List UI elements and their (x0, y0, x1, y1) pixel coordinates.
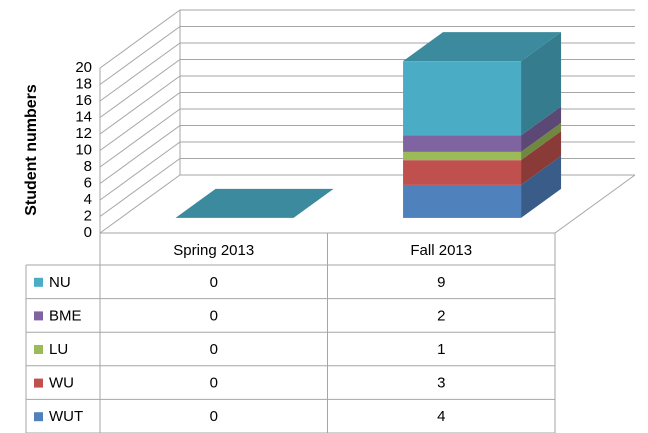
legend-label: BME (49, 307, 82, 324)
table-value: 0 (210, 307, 218, 324)
bar-segment (403, 184, 522, 218)
bar-side (521, 32, 562, 136)
legend-label: WUT (49, 408, 83, 425)
bar-side (521, 131, 562, 185)
y-tick-label: 8 (84, 158, 92, 175)
bar-segment (403, 160, 522, 185)
y-tick-label: 10 (75, 141, 92, 158)
bar-side (521, 122, 562, 161)
legend-swatch (34, 345, 43, 354)
legend-swatch (34, 378, 43, 388)
bar-top (175, 188, 334, 218)
bar-segment (403, 151, 522, 161)
y-tick-label: 12 (75, 125, 92, 142)
y-tick-label: 4 (84, 191, 92, 208)
legend-swatch (34, 277, 43, 287)
y-tick-label: 14 (75, 108, 92, 125)
table-value: 0 (210, 274, 218, 291)
bar-side (521, 155, 562, 218)
table-value: 3 (437, 375, 445, 392)
grid-line (99, 26, 635, 85)
legend-swatch (34, 412, 43, 422)
bar-segment (403, 61, 522, 136)
bar-top (403, 32, 562, 62)
bar-side (521, 106, 562, 152)
column-header: Fall 2013 (410, 242, 472, 259)
y-tick-label: 2 (84, 207, 92, 224)
legend-label: WU (49, 375, 74, 392)
legend-label: NU (49, 274, 71, 291)
legend-label: LU (49, 341, 68, 358)
column-header: Spring 2013 (173, 242, 254, 259)
table-value: 4 (437, 408, 445, 425)
grid-line (99, 9, 635, 69)
table-value: 1 (437, 341, 445, 358)
table-value: 0 (210, 408, 218, 425)
y-tick-label: 0 (84, 224, 92, 241)
y-tick-label: 6 (84, 174, 92, 191)
table-value: 2 (437, 307, 445, 324)
y-tick-label: 20 (75, 59, 92, 76)
y-tick-label: 16 (75, 92, 92, 109)
y-tick-label: 18 (75, 75, 92, 92)
bar-segment (403, 135, 522, 152)
legend-swatch (34, 311, 43, 321)
table-value: 0 (210, 375, 218, 392)
table-value: 9 (437, 274, 445, 291)
table-value: 0 (210, 341, 218, 358)
y-axis-label: Student numbers (23, 84, 40, 216)
